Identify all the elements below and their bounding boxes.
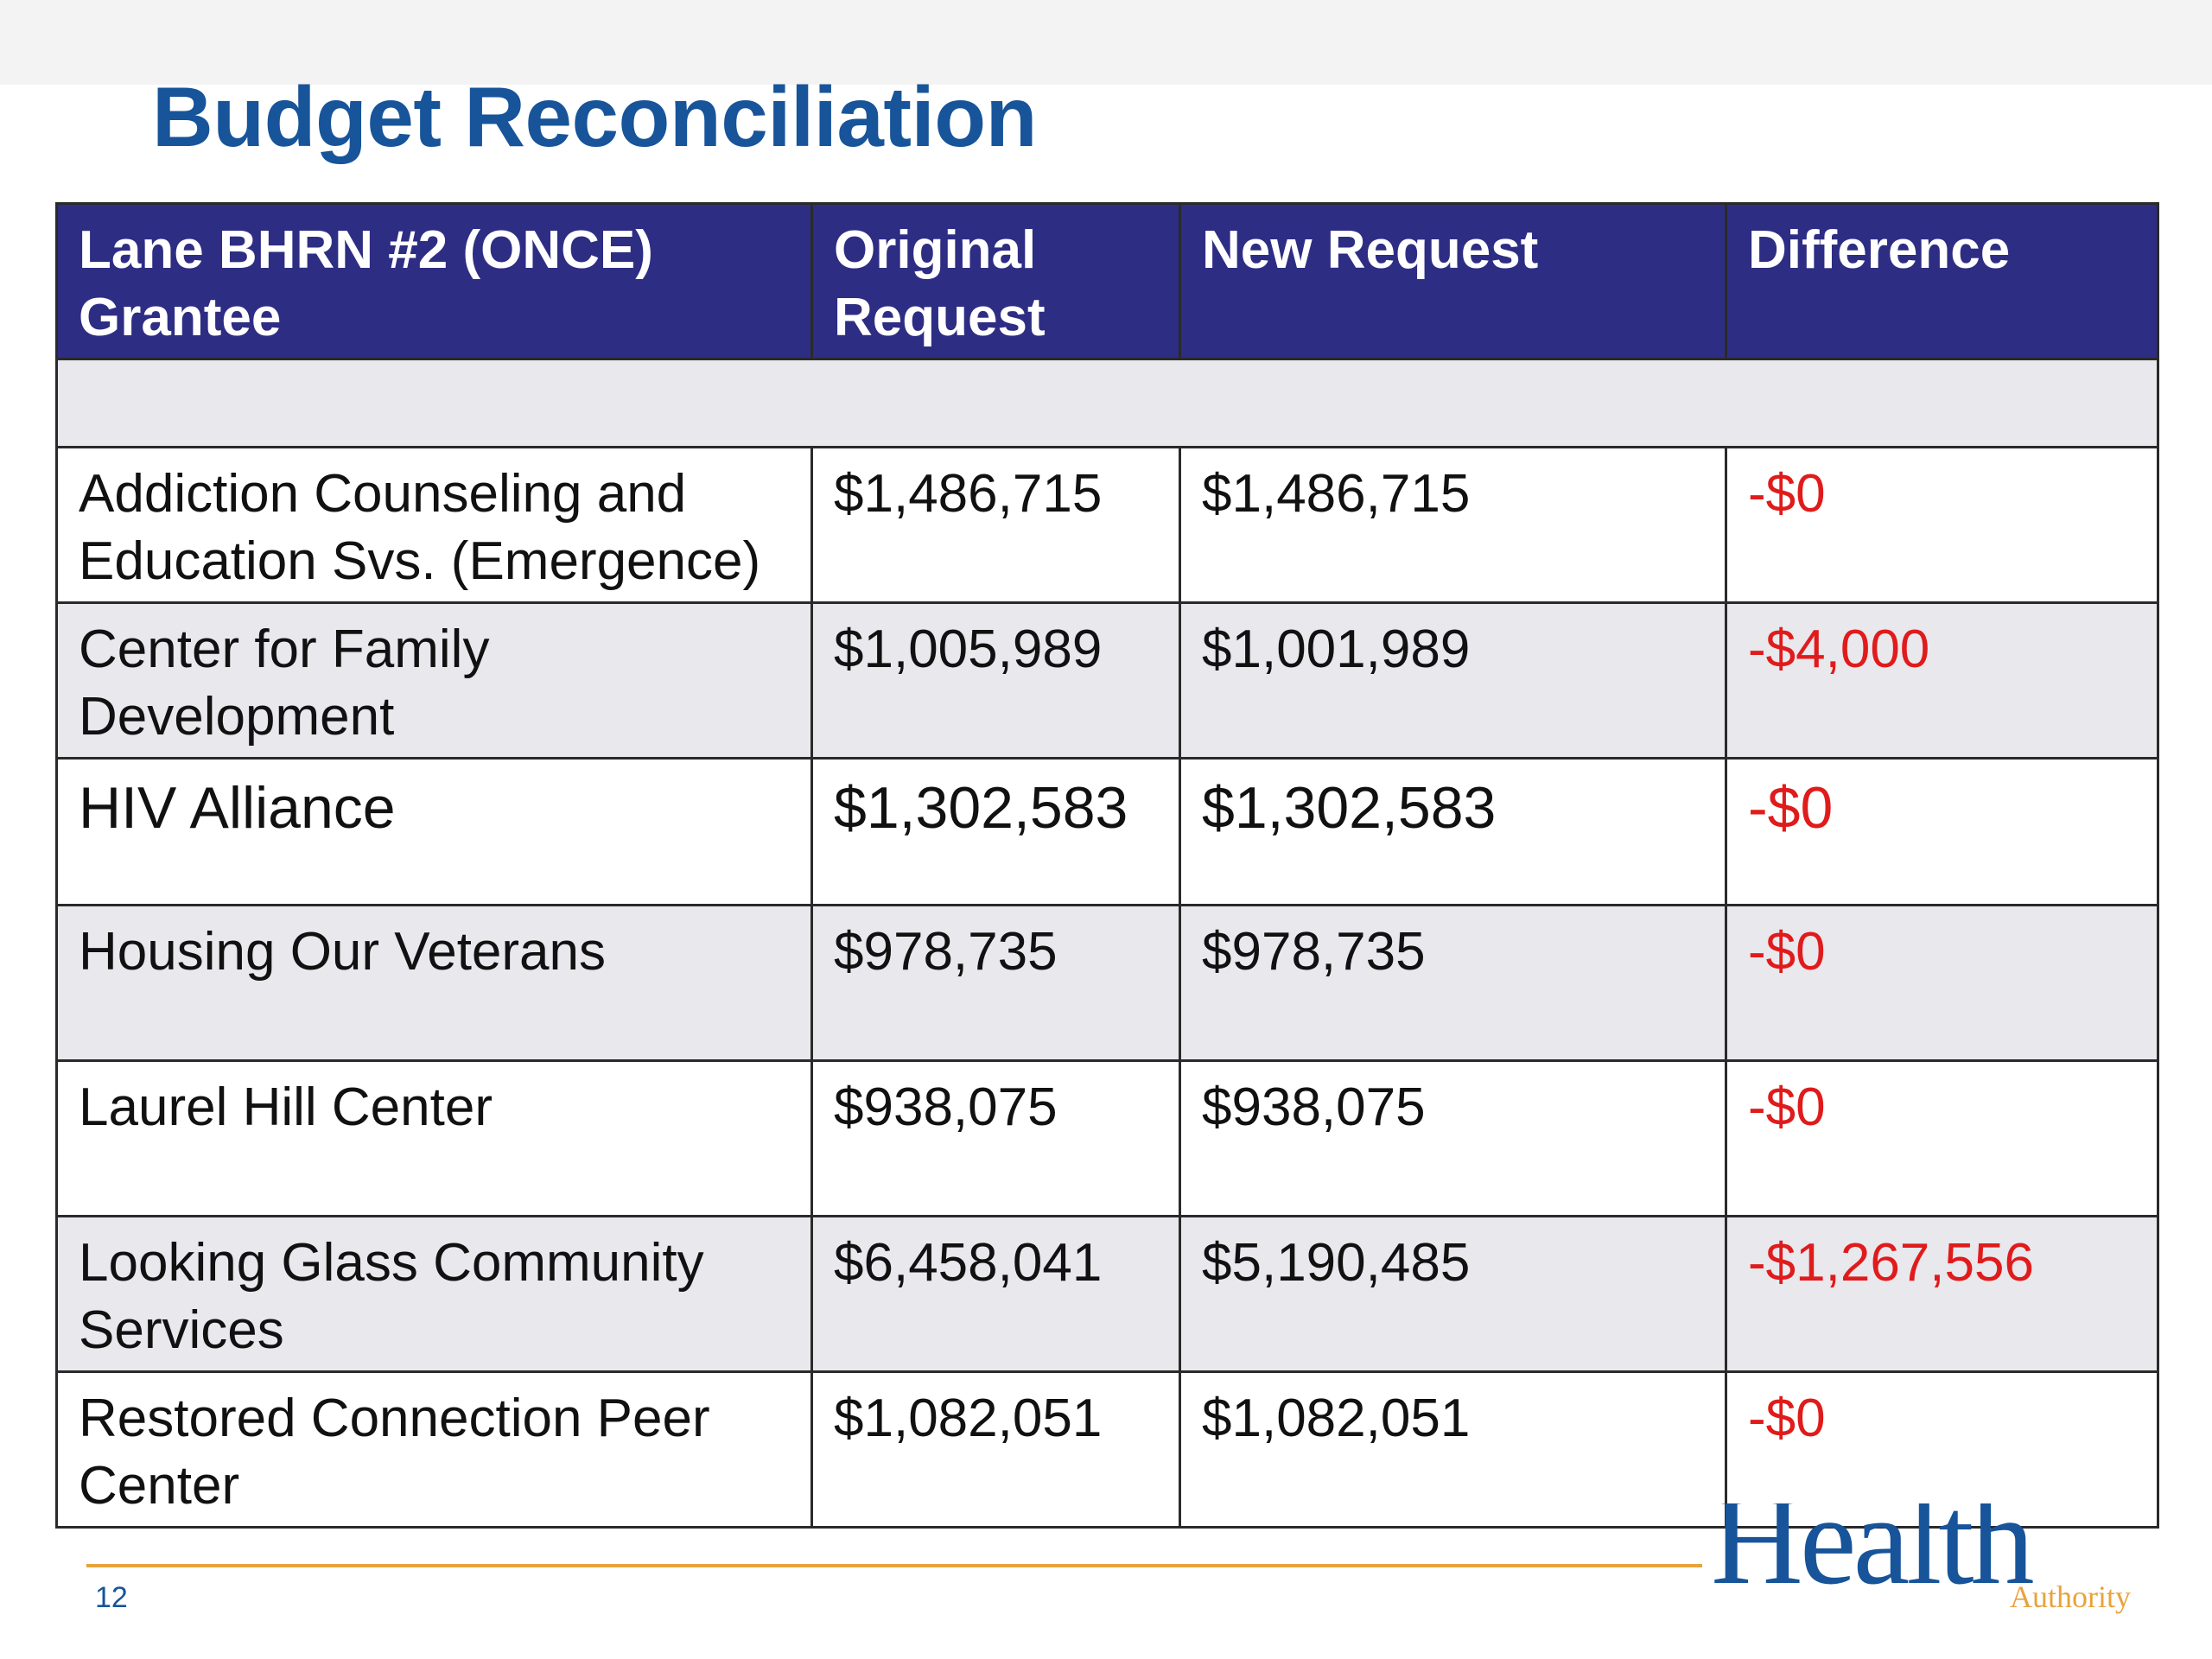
spacer-cell: [55, 358, 2159, 448]
original-request-cell: $938,075: [810, 1059, 1181, 1217]
table-row: Addiction Counseling and Education Svs. …: [55, 446, 2159, 604]
difference-cell: -$0: [1725, 1370, 2159, 1529]
header-new-request: New Request: [1179, 202, 1727, 360]
difference-cell: -$0: [1725, 757, 2159, 906]
original-request-cell: $1,005,989: [810, 601, 1181, 760]
table-row: Center for Family Development $1,005,989…: [55, 601, 2159, 760]
table-header-row: Lane BHRN #2 (ONCE) Grantee Original Req…: [55, 202, 2159, 360]
original-request-cell: $1,302,583: [810, 757, 1181, 906]
table-row: Laurel Hill Center $938,075 $938,075 -$0: [55, 1059, 2159, 1217]
new-request-cell: $938,075: [1179, 1059, 1727, 1217]
table-row: HIV Alliance $1,302,583 $1,302,583 -$0: [55, 757, 2159, 906]
difference-cell: -$0: [1725, 904, 2159, 1062]
logo-word: Health: [1711, 1503, 2033, 1611]
grantee-cell: Center for Family Development: [55, 601, 813, 760]
footer-rule: [86, 1564, 1702, 1567]
new-request-cell: $1,001,989: [1179, 601, 1727, 760]
grantee-cell: Housing Our Veterans: [55, 904, 813, 1062]
logo-subword: Authority: [2010, 1580, 2131, 1614]
page-number: 12: [95, 1581, 128, 1614]
original-request-cell: $978,735: [810, 904, 1181, 1062]
new-request-cell: $1,082,051: [1179, 1370, 1727, 1529]
original-request-cell: $1,082,051: [810, 1370, 1181, 1529]
original-request-cell: $6,458,041: [810, 1215, 1181, 1373]
grantee-cell: Addiction Counseling and Education Svs. …: [55, 446, 813, 604]
table-row: Restored Connection Peer Center $1,082,0…: [55, 1370, 2159, 1529]
original-request-cell: $1,486,715: [810, 446, 1181, 604]
health-authority-logo: Health Authority: [1711, 1503, 2131, 1614]
difference-cell: -$1,267,556: [1725, 1215, 2159, 1373]
new-request-cell: $1,302,583: [1179, 757, 1727, 906]
grantee-cell: Laurel Hill Center: [55, 1059, 813, 1217]
header-original-request: Original Request: [810, 202, 1181, 360]
difference-cell: -$4,000: [1725, 601, 2159, 760]
top-band: [0, 0, 2212, 85]
grantee-cell: HIV Alliance: [55, 757, 813, 906]
header-grantee: Lane BHRN #2 (ONCE) Grantee: [55, 202, 813, 360]
difference-cell: -$0: [1725, 446, 2159, 604]
new-request-cell: $978,735: [1179, 904, 1727, 1062]
new-request-cell: $5,190,485: [1179, 1215, 1727, 1373]
header-difference: Difference: [1725, 202, 2159, 360]
grantee-cell: Restored Connection Peer Center: [55, 1370, 813, 1529]
slide-title: Budget Reconciliation: [152, 69, 1038, 164]
new-request-cell: $1,486,715: [1179, 446, 1727, 604]
table-row: Looking Glass Community Services $6,458,…: [55, 1215, 2159, 1373]
budget-table: Lane BHRN #2 (ONCE) Grantee Original Req…: [55, 202, 2159, 1529]
table-row: Housing Our Veterans $978,735 $978,735 -…: [55, 904, 2159, 1062]
spacer-row: [55, 358, 2159, 448]
difference-cell: -$0: [1725, 1059, 2159, 1217]
grantee-cell: Looking Glass Community Services: [55, 1215, 813, 1373]
